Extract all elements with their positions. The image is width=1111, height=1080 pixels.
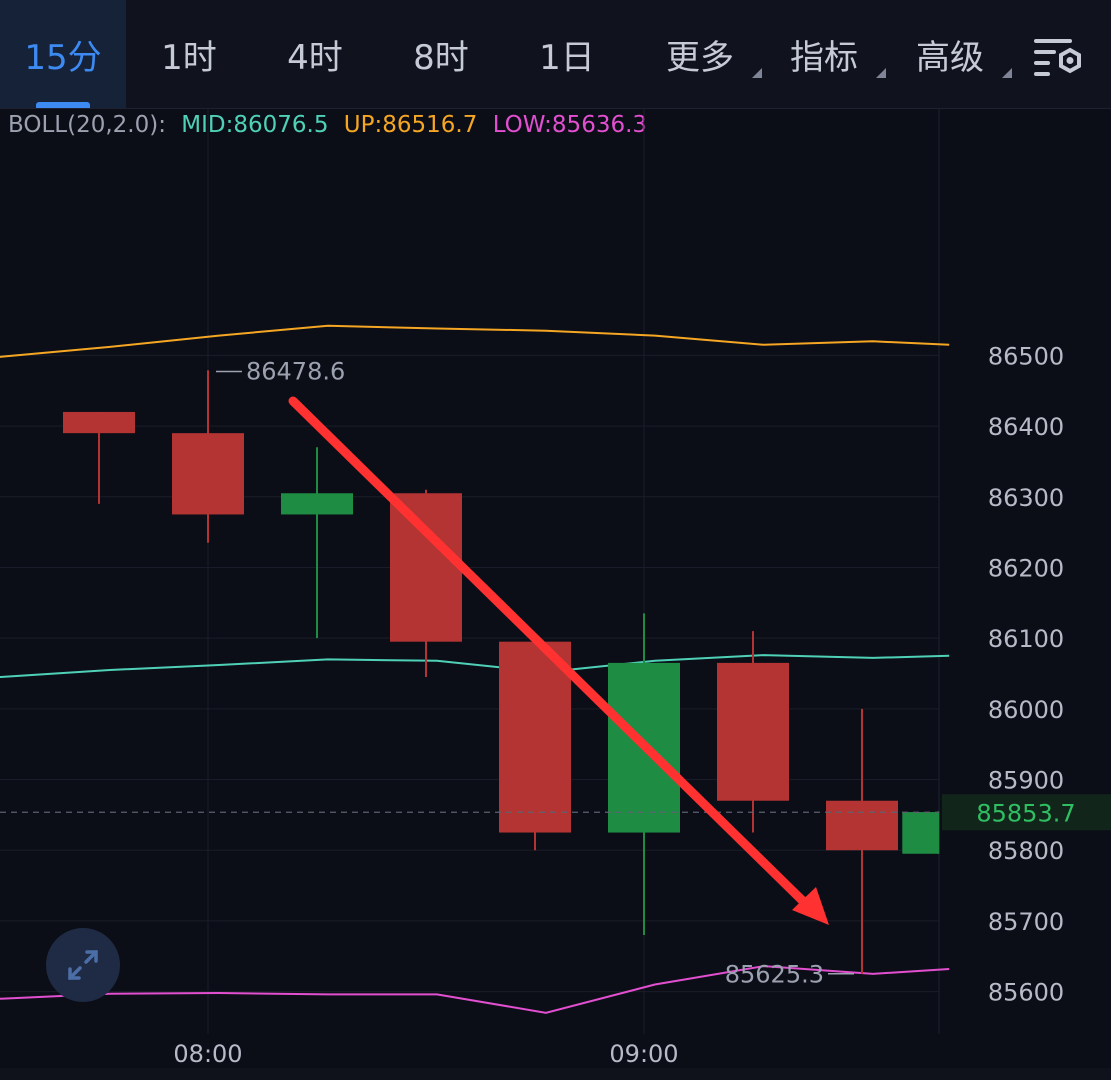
active-tab-indicator xyxy=(36,102,90,108)
candle[interactable] xyxy=(172,370,244,543)
price-tick-label: 86200 xyxy=(988,554,1064,582)
timeframe-tabbar: 15分 1时 4时 8时 1日 更多 指标 高级 xyxy=(0,0,1111,109)
high-price-marker: 86478.6 xyxy=(246,358,345,386)
price-tick-label: 86500 xyxy=(988,342,1064,370)
last-price-label: 85853.7 xyxy=(976,799,1075,827)
boll-legend: BOLL(20,2.0): MID:86076.5 UP:86516.7 LOW… xyxy=(8,112,655,138)
candle-body xyxy=(717,662,789,801)
candle-body xyxy=(390,493,462,642)
tab-more[interactable]: 更多 xyxy=(652,0,762,108)
tab-8h-label: 8时 xyxy=(413,38,469,78)
expand-chart-button[interactable] xyxy=(46,928,120,1002)
boll-low-line xyxy=(0,965,950,1014)
price-tick-label: 86000 xyxy=(988,696,1064,724)
price-markers: 86478.6 85625.3 xyxy=(0,358,939,989)
candles xyxy=(63,370,940,974)
tab-1d-label: 1日 xyxy=(539,38,595,78)
tab-advanced[interactable]: 高级 xyxy=(902,0,1012,108)
tab-indicators-label: 指标 xyxy=(790,38,858,78)
time-tick-label: 08:00 xyxy=(173,1040,242,1068)
candle[interactable] xyxy=(717,631,789,833)
price-tick-label: 85900 xyxy=(988,767,1064,795)
tab-indicators[interactable]: 指标 xyxy=(776,0,886,108)
tab-1h-label: 1时 xyxy=(161,38,217,78)
tab-advanced-label: 高级 xyxy=(916,38,984,78)
candle-body xyxy=(826,800,898,851)
dropdown-corner-icon xyxy=(876,68,886,78)
tab-1h[interactable]: 1时 xyxy=(126,0,252,108)
candle-body xyxy=(172,433,244,515)
candle-body xyxy=(902,812,939,854)
boll-up-line xyxy=(0,324,950,358)
indicator-strip xyxy=(0,1068,1111,1080)
candle[interactable] xyxy=(281,447,353,639)
expand-arrows-icon xyxy=(68,950,98,980)
price-axis: 86500 86400 86300 86200 86100 86000 85900 85800… xyxy=(942,342,1111,1007)
tab-4h[interactable]: 4时 xyxy=(252,0,378,108)
boll-name: BOLL(20,2.0): xyxy=(8,112,166,138)
tab-8h[interactable]: 8时 xyxy=(378,0,504,108)
low-price-marker: 85625.3 xyxy=(725,961,824,989)
price-tick-label: 85600 xyxy=(988,979,1064,1007)
chart-settings-icon[interactable] xyxy=(1032,36,1084,80)
price-tick-label: 86100 xyxy=(988,625,1064,653)
tab-more-label: 更多 xyxy=(666,38,734,78)
candle[interactable] xyxy=(902,811,940,854)
boll-mid-line xyxy=(0,654,950,679)
last-price-badge xyxy=(942,794,1111,831)
candle-body xyxy=(499,641,571,833)
boll-low-value: LOW:85636.3 xyxy=(492,112,648,138)
time-tick-label: 09:00 xyxy=(609,1040,678,1068)
candle[interactable] xyxy=(499,641,571,851)
candle-body xyxy=(281,493,353,515)
dropdown-corner-icon xyxy=(1002,68,1012,78)
boll-up-value: UP:86516.7 xyxy=(343,112,478,138)
price-tick-label: 85700 xyxy=(988,908,1064,936)
candle[interactable] xyxy=(390,489,462,678)
price-tick-label: 86400 xyxy=(988,413,1064,441)
boll-lines xyxy=(0,324,950,1014)
boll-mid-value: MID:86076.5 xyxy=(181,112,329,138)
candle[interactable] xyxy=(826,708,898,974)
tab-4h-label: 4时 xyxy=(287,38,343,78)
price-tick-label: 85800 xyxy=(988,837,1064,865)
candle[interactable] xyxy=(63,411,135,504)
tab-1d[interactable]: 1日 xyxy=(504,0,630,108)
dropdown-corner-icon xyxy=(752,68,762,78)
price-tick-label: 86300 xyxy=(988,484,1064,512)
time-axis: 08:00 09:00 xyxy=(173,1040,678,1068)
tab-15m-label: 15分 xyxy=(24,38,102,78)
trend-arrow xyxy=(288,396,829,925)
tab-15m[interactable]: 15分 xyxy=(0,0,126,108)
candle-body xyxy=(63,411,135,434)
